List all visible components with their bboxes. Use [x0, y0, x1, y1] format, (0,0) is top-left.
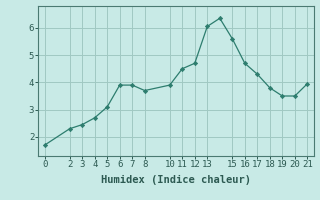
- X-axis label: Humidex (Indice chaleur): Humidex (Indice chaleur): [101, 175, 251, 185]
